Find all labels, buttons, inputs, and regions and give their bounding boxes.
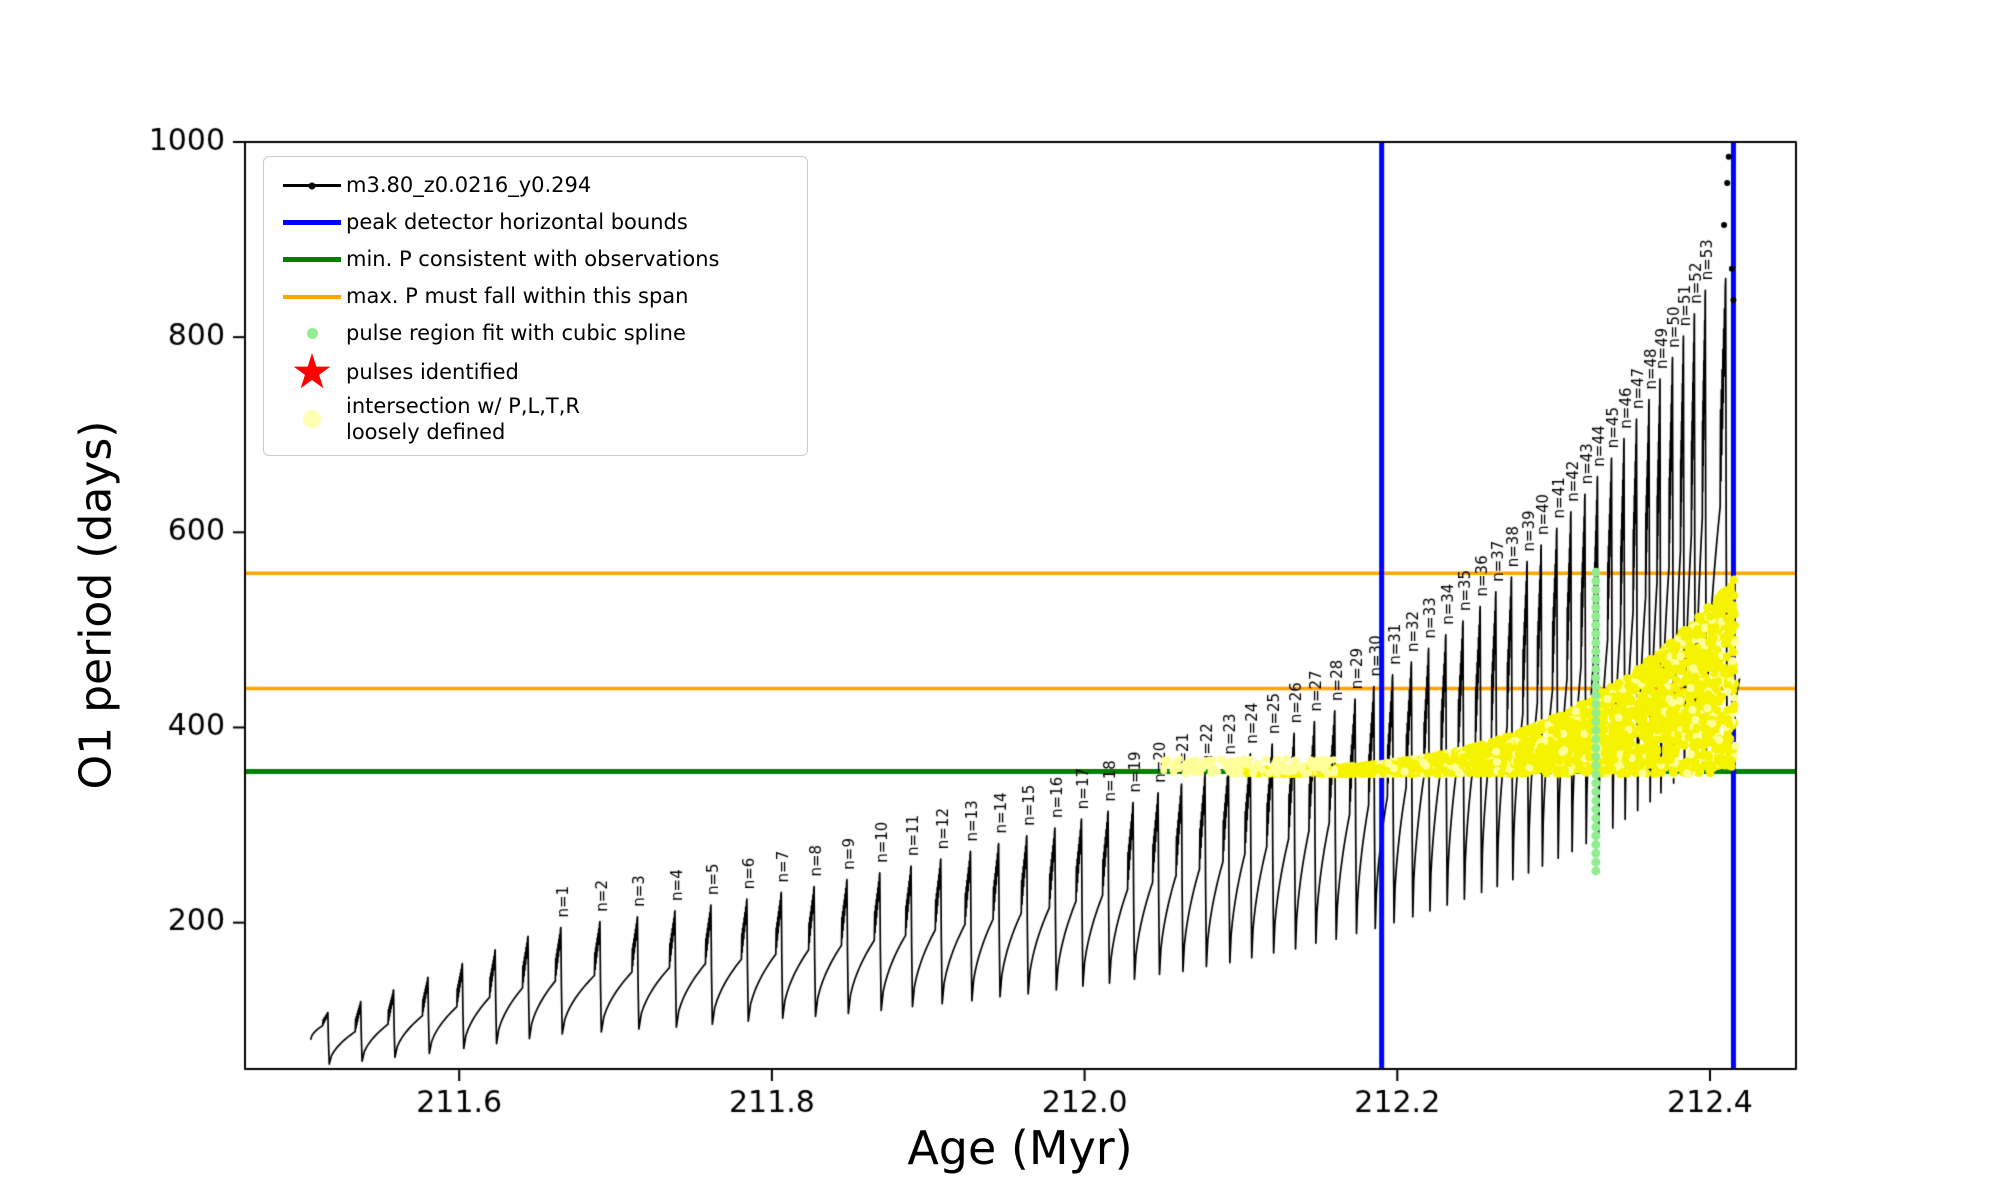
- legend-row-series: m3.80_z0.0216_y0.294: [278, 167, 793, 204]
- green-line-marker-icon: [283, 257, 341, 262]
- legend-label-min-p: min. P consistent with observations: [346, 247, 720, 272]
- legend-row-max-p: max. P must fall within this span: [278, 278, 793, 315]
- yellow-dot-marker-icon: [303, 410, 321, 429]
- legend-row-peak-bounds: peak detector horizontal bounds: [278, 204, 793, 241]
- legend-row-pulses: ★ pulses identified: [278, 344, 793, 400]
- red-star-marker-icon: ★: [290, 344, 334, 400]
- legend-row-intersection: intersection w/ P,L,T,R loosely defined: [278, 393, 793, 446]
- legend-label-spline: pulse region fit with cubic spline: [346, 321, 686, 346]
- legend-row-spline: pulse region fit with cubic spline: [278, 315, 793, 352]
- legend-label-pulses: pulses identified: [346, 360, 519, 385]
- series-line-marker-icon: [283, 182, 341, 189]
- legend-row-min-p: min. P consistent with observations: [278, 241, 793, 278]
- legend-label-max-p: max. P must fall within this span: [346, 284, 689, 309]
- x-axis-label: Age (Myr): [907, 1121, 1133, 1175]
- legend-label-intersection: intersection w/ P,L,T,R loosely defined: [346, 393, 580, 445]
- legend: m3.80_z0.0216_y0.294 peak detector horiz…: [263, 156, 808, 457]
- legend-label-series: m3.80_z0.0216_y0.294: [346, 173, 592, 198]
- blue-line-marker-icon: [283, 220, 341, 225]
- legend-label-peak-bounds: peak detector horizontal bounds: [346, 210, 688, 235]
- green-dot-marker-icon: [306, 328, 318, 339]
- y-axis-label: O1 period (days): [70, 420, 122, 790]
- orange-line-marker-icon: [283, 294, 341, 299]
